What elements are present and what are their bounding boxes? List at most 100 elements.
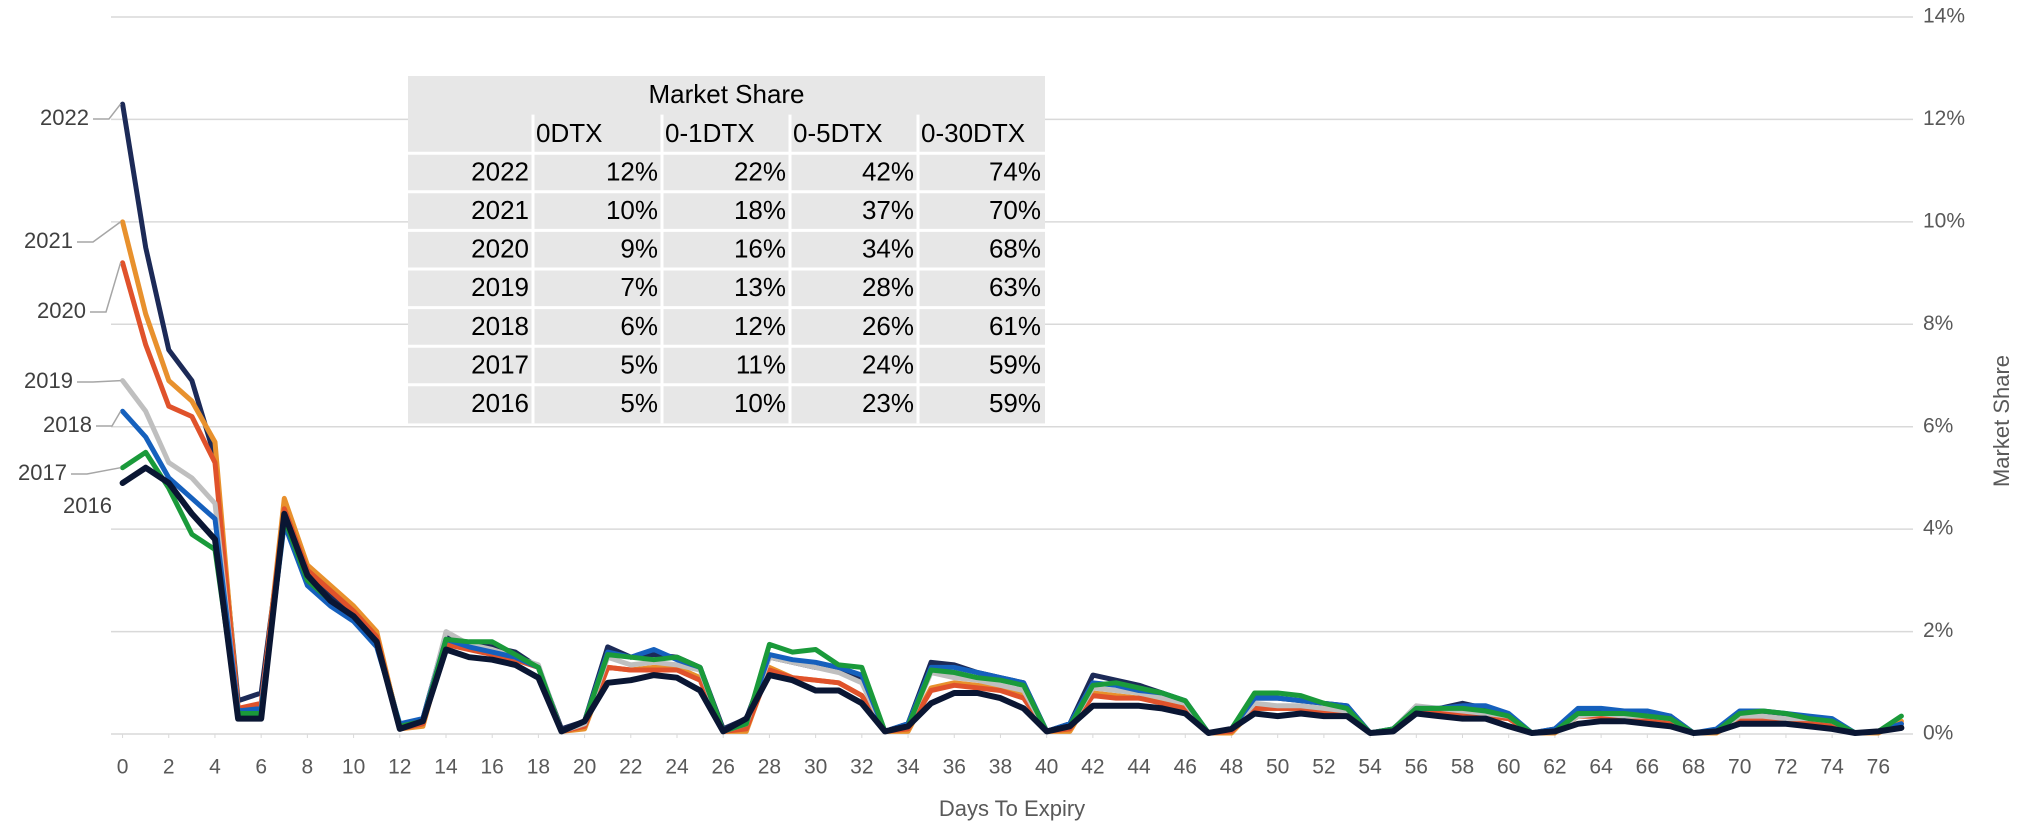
table-cell: 5% [620, 388, 658, 418]
x-tick-label: 76 [1867, 756, 1890, 779]
series-label: 2019 [24, 368, 73, 393]
y-tick-label: 6% [1923, 414, 1953, 437]
series-label-leader [77, 379, 121, 383]
table-row-label: 2019 [471, 272, 529, 302]
table-cell: 23% [862, 388, 914, 418]
table-cell: 10% [734, 388, 786, 418]
y-tick-label: 14% [1923, 5, 1965, 28]
table-cell: 59% [989, 388, 1041, 418]
x-tick-label: 44 [1127, 756, 1151, 779]
x-tick-label: 62 [1543, 756, 1566, 779]
table-cell: 16% [734, 234, 786, 264]
x-tick-label: 38 [989, 756, 1012, 779]
x-tick-label: 58 [1451, 756, 1474, 779]
table-cell: 70% [989, 195, 1041, 225]
table-cell: 28% [862, 272, 914, 302]
table-column-header: 0-1DTX [665, 118, 755, 148]
table-title: Market Share [648, 79, 804, 109]
series-label-leader [93, 103, 122, 120]
x-tick-label: 8 [302, 756, 314, 779]
x-tick-label: 12 [388, 756, 411, 779]
series-label: 2021 [24, 228, 73, 253]
x-tick-label: 72 [1774, 756, 1797, 779]
x-tick-label: 16 [481, 756, 504, 779]
x-tick-label: 64 [1589, 756, 1613, 779]
x-tick-label: 48 [1220, 756, 1243, 779]
y-tick-label: 4% [1923, 517, 1953, 540]
x-tick-label: 50 [1266, 756, 1289, 779]
x-tick-label: 20 [573, 756, 596, 779]
x-tick-label: 2 [163, 756, 175, 779]
table-column-header: 0-5DTX [793, 118, 883, 148]
table-cell: 5% [620, 349, 658, 379]
table-row-label: 2022 [471, 156, 529, 186]
table-cell: 59% [989, 349, 1041, 379]
x-tick-label: 56 [1405, 756, 1428, 779]
table-cell: 10% [606, 195, 658, 225]
x-tick-label: 26 [712, 756, 735, 779]
x-tick-label: 4 [209, 756, 221, 779]
x-tick-label: 42 [1081, 756, 1104, 779]
x-tick-label: 0 [117, 756, 129, 779]
x-tick-label: 60 [1497, 756, 1520, 779]
x-tick-label: 70 [1728, 756, 1751, 779]
series-line [119, 464, 1905, 736]
series-label-leader [71, 466, 121, 475]
table-cell: 24% [862, 349, 914, 379]
table-cell: 26% [862, 311, 914, 341]
series-label-leader [77, 221, 121, 243]
x-tick-label: 22 [619, 756, 642, 779]
series-label: 2018 [43, 412, 92, 437]
y-axis-title: Market Share [1989, 355, 2014, 487]
table-cell: 12% [734, 311, 786, 341]
series-label-leader [90, 262, 122, 313]
table-row-label: 2018 [471, 311, 529, 341]
table-cell: 68% [989, 234, 1041, 264]
table-row-label: 2020 [471, 234, 529, 264]
x-axis-title: Days To Expiry [939, 796, 1085, 821]
table-cell: 13% [734, 272, 786, 302]
x-tick-label: 68 [1682, 756, 1705, 779]
series-label-leader [96, 410, 122, 427]
table-cell: 42% [862, 156, 914, 186]
x-tick-label: 18 [527, 756, 550, 779]
table-row-label: 2021 [471, 195, 529, 225]
x-tick-label: 66 [1636, 756, 1659, 779]
table-cell: 6% [620, 311, 658, 341]
x-tick-label: 32 [850, 756, 873, 779]
table-cell: 18% [734, 195, 786, 225]
table-background [408, 76, 1045, 424]
x-tick-label: 46 [1174, 756, 1197, 779]
x-tick-label: 6 [255, 756, 267, 779]
series-label: 2022 [40, 105, 89, 130]
y-tick-label: 2% [1923, 619, 1953, 642]
series-label: 2016 [63, 493, 112, 518]
x-tick-label: 52 [1312, 756, 1335, 779]
table-cell: 7% [620, 272, 658, 302]
y-tick-label: 10% [1923, 209, 1965, 232]
table-cell: 9% [620, 234, 658, 264]
x-tick-label: 24 [665, 756, 689, 779]
x-tick-label: 40 [1035, 756, 1058, 779]
table-column-header: 0-30DTX [921, 118, 1025, 148]
table-cell: 63% [989, 272, 1041, 302]
table-cell: 12% [606, 156, 658, 186]
x-tick-label: 30 [804, 756, 827, 779]
table-row-label: 2017 [471, 349, 529, 379]
x-tick-label: 34 [896, 756, 920, 779]
table-cell: 37% [862, 195, 914, 225]
x-tick-label: 36 [943, 756, 966, 779]
series-label: 2020 [37, 298, 86, 323]
x-tick-label: 54 [1358, 756, 1382, 779]
table-cell: 74% [989, 156, 1041, 186]
x-tick-label: 14 [434, 756, 458, 779]
x-tick-label: 74 [1820, 756, 1844, 779]
y-tick-label: 8% [1923, 312, 1953, 335]
table-cell: 34% [862, 234, 914, 264]
x-tick-label: 28 [758, 756, 781, 779]
table-row-label: 2016 [471, 388, 529, 418]
y-tick-label: 12% [1923, 107, 1965, 130]
series-label: 2017 [18, 460, 67, 485]
table-column-header: 0DTX [536, 118, 602, 148]
